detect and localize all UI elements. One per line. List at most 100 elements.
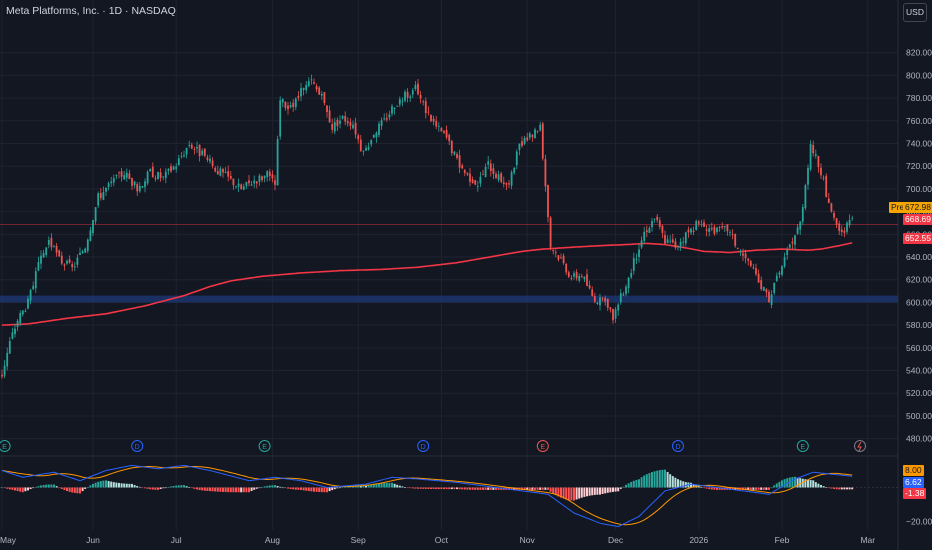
candle-body [427, 111, 430, 113]
candle-body [502, 182, 505, 185]
candle-body [817, 155, 820, 168]
macd-histogram-bar [203, 487, 206, 491]
candle-body [500, 173, 503, 182]
macd-histogram-bar [731, 487, 734, 490]
macd-histogram-bar [42, 485, 45, 488]
candle-body [3, 365, 6, 376]
candle-body [11, 332, 14, 339]
macd-histogram-bar [378, 483, 380, 488]
time-axis-label: Jul [171, 535, 182, 545]
currency-button[interactable]: USD [903, 3, 927, 22]
macd-histogram-bar [385, 482, 388, 488]
candle-body [645, 230, 648, 233]
candle-body [695, 221, 698, 230]
macd-histogram-bar [37, 486, 40, 488]
macd-histogram-bar [289, 487, 292, 490]
candle-body [289, 105, 292, 108]
candle-body [175, 166, 178, 170]
candle-body [482, 174, 484, 175]
candle-body [760, 280, 763, 290]
macd-histogram-bar [830, 487, 833, 489]
candle-body [34, 271, 37, 289]
macd-histogram-bar [492, 487, 495, 490]
candle-body [180, 156, 183, 158]
candle-body [250, 184, 253, 186]
candle-body [240, 184, 243, 190]
candle-body [276, 139, 279, 186]
price-tick-label: 500.00 [906, 411, 932, 421]
candle-body [682, 241, 685, 243]
candle-body [497, 174, 500, 181]
macd-histogram-bar [318, 487, 321, 493]
price-tick-label: 580.00 [906, 320, 932, 330]
candle-body [29, 289, 32, 301]
macd-histogram-bar [372, 484, 375, 488]
candle-body [804, 185, 807, 209]
macd-histogram-bar [190, 487, 193, 489]
candle-body [14, 328, 16, 334]
candle-body [528, 133, 531, 138]
candle-body [586, 274, 588, 286]
candle-body [846, 222, 848, 232]
macd-histogram-bar [154, 487, 157, 490]
macd-histogram-bar [820, 485, 822, 488]
candle-body [591, 289, 594, 296]
macd-histogram-bar [331, 487, 334, 491]
macd-histogram-bar [479, 487, 482, 490]
candle-body [372, 134, 375, 138]
macd-histogram-bar [305, 487, 308, 491]
macd-histogram-bar [11, 487, 14, 490]
candle-body [638, 249, 640, 257]
macd-histogram-bar [271, 485, 274, 488]
candle-body [487, 161, 490, 165]
macd-histogram-bar [742, 487, 744, 490]
macd-histogram-bar [29, 487, 32, 490]
macd-histogram-bar [804, 479, 807, 488]
macd-histogram-bar [690, 482, 692, 488]
candle-body [266, 171, 269, 178]
macd-histogram-bar [339, 487, 341, 489]
macd-histogram-bar [601, 487, 604, 494]
macd-histogram-bar [599, 487, 601, 495]
macd-histogram-bar [458, 487, 461, 490]
candle-body [383, 118, 386, 120]
price-tick-label: 780.00 [906, 93, 932, 103]
price-tick-label: 620.00 [906, 275, 932, 285]
macd-histogram-bar [489, 487, 492, 490]
candle-body [801, 207, 804, 222]
macd-histogram-bar [47, 484, 50, 488]
macd-histogram-bar [131, 483, 133, 488]
macd-histogram-bar [708, 487, 711, 490]
candle-body [708, 228, 711, 232]
candle-body [157, 172, 159, 180]
macd-histogram-bar [99, 481, 102, 488]
macd-histogram-bar [242, 487, 245, 493]
candle-body [651, 220, 653, 228]
candle-body [47, 240, 50, 245]
candle-body [284, 101, 287, 109]
macd-histogram-bar [138, 486, 141, 488]
macd-tick-label: −20.00 [906, 517, 932, 527]
candle-body [300, 88, 302, 97]
candle-body [81, 251, 84, 254]
macd-line [1, 464, 853, 528]
candle-body [671, 239, 674, 243]
candle-body [630, 272, 633, 278]
candle-body [562, 255, 565, 264]
candle-body [612, 308, 614, 321]
macd-histogram-bar [484, 487, 487, 490]
macd-histogram-bar [105, 480, 107, 488]
candle-body [518, 143, 521, 150]
candle-body [224, 172, 227, 174]
macd-histogram-bar [326, 487, 328, 493]
candle-body [539, 124, 542, 131]
candle-body [625, 286, 627, 294]
macd-histogram-bar [118, 482, 120, 488]
macd-histogram-bar [539, 487, 542, 490]
event-marker-earnings [536, 440, 549, 452]
candle-body [448, 134, 451, 142]
macd-histogram-bar [68, 487, 71, 492]
macd-histogram-bar [144, 487, 146, 489]
macd-histogram-bar [765, 487, 768, 490]
time-axis-label: Sep [351, 535, 366, 545]
